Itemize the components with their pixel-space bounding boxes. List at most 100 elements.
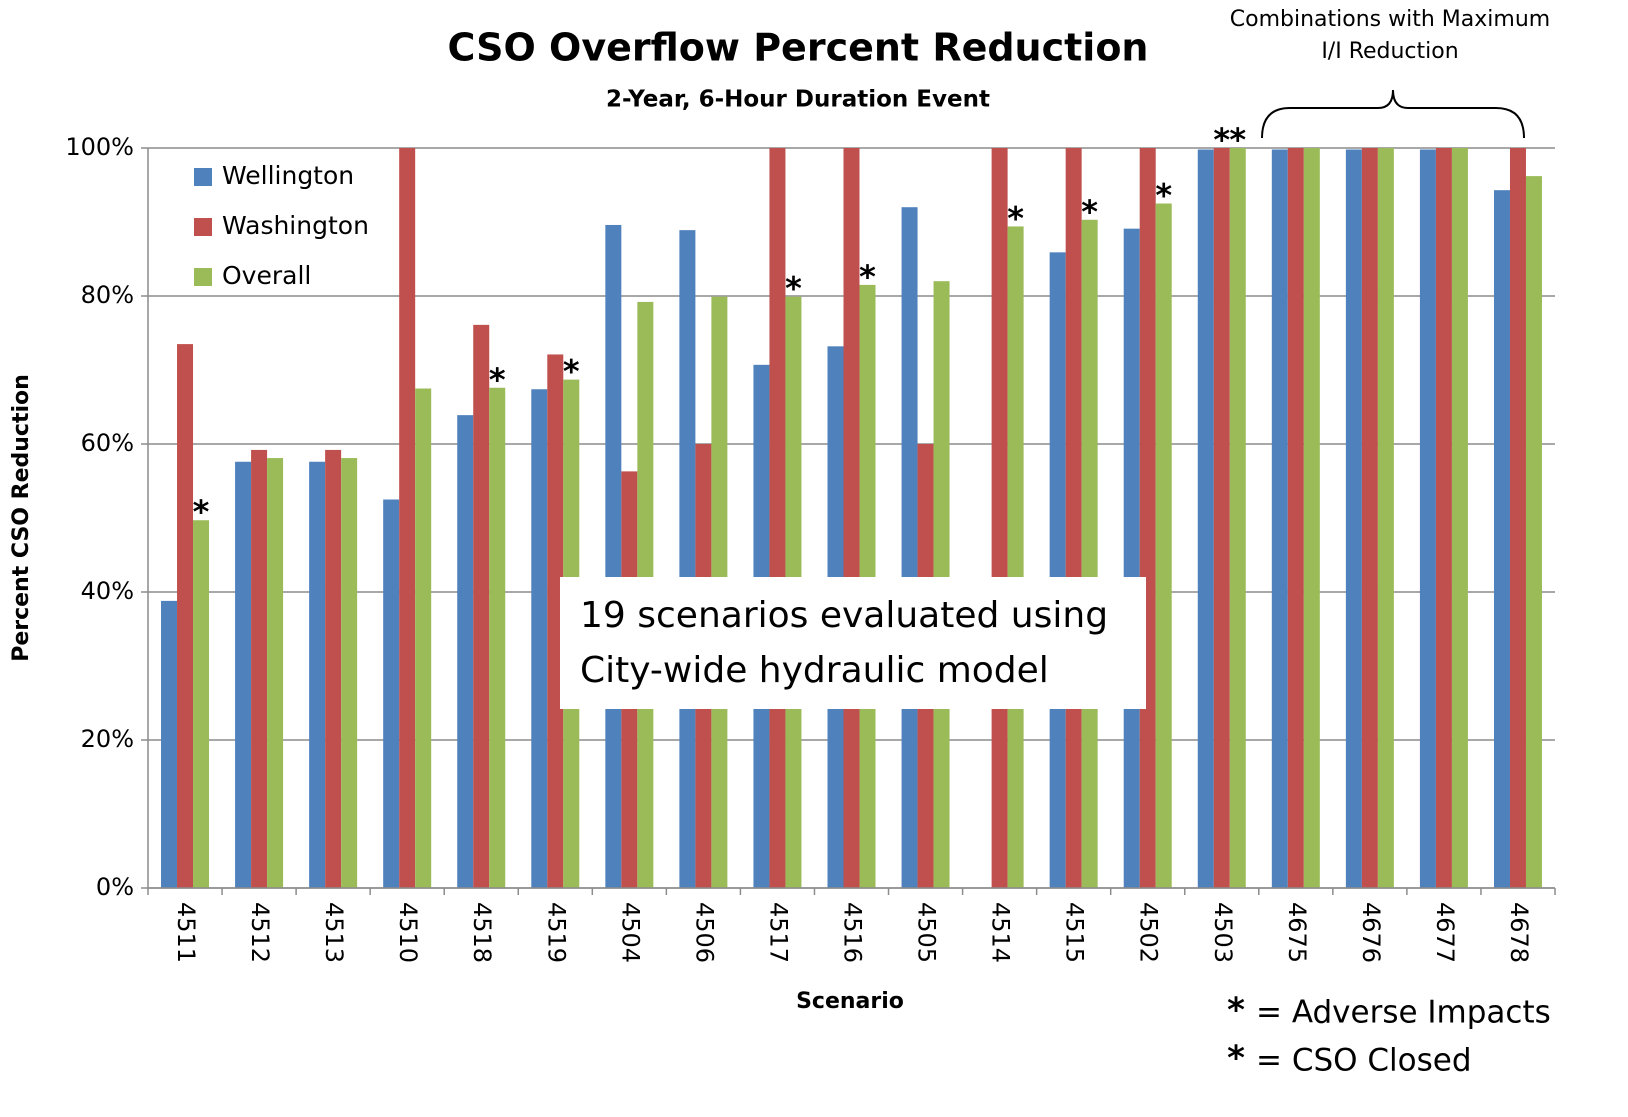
bar <box>1361 148 1378 888</box>
bar <box>1213 148 1230 888</box>
bar <box>473 324 490 888</box>
bracket-label: Combinations with Maximum <box>1230 7 1550 32</box>
bar <box>267 458 284 888</box>
note-asterisk: * <box>1081 193 1098 231</box>
bar <box>991 148 1008 888</box>
bar <box>1287 148 1304 888</box>
x-tick-label: 4519 <box>542 902 570 963</box>
note-asterisk: * <box>1229 121 1246 159</box>
x-tick-label: 4510 <box>394 902 422 963</box>
legend-swatch <box>194 218 212 236</box>
x-tick-label: 4517 <box>764 902 792 963</box>
note-asterisk: * <box>489 361 506 399</box>
x-tick-label: 4505 <box>913 902 941 963</box>
note-label: = CSO Closed <box>1256 1043 1472 1079</box>
bar <box>1197 149 1214 889</box>
note-asterisk: * <box>193 493 210 531</box>
bar <box>489 387 506 888</box>
x-tick-label: 4512 <box>246 902 274 963</box>
note-asterisk: * <box>785 270 802 308</box>
bar <box>1007 226 1024 888</box>
bar <box>1081 219 1098 888</box>
y-tick-label: 100% <box>65 133 134 161</box>
bar <box>177 344 194 889</box>
legend-label: Washington <box>222 211 369 240</box>
bar <box>1345 149 1362 889</box>
x-tick-label: 4513 <box>320 902 348 963</box>
x-tick-label: 4678 <box>1505 902 1533 963</box>
note-asterisk: * <box>859 258 876 296</box>
bar <box>1303 148 1320 888</box>
note-asterisk: * <box>1155 177 1172 215</box>
bar <box>1271 149 1288 889</box>
bar <box>1155 203 1172 888</box>
bar <box>547 354 564 889</box>
bar <box>415 388 432 888</box>
note-asterisk: * <box>1007 199 1024 237</box>
bar <box>325 449 342 888</box>
legend-label: Wellington <box>222 161 354 190</box>
text-box-line: City-wide hydraulic model <box>580 650 1049 691</box>
note-asterisk: * <box>1213 121 1230 159</box>
bar <box>901 207 918 888</box>
bar <box>235 461 252 888</box>
bar <box>1123 228 1140 888</box>
x-tick-label: 4514 <box>987 902 1015 963</box>
bar <box>1229 148 1246 888</box>
y-tick-label: 40% <box>81 577 134 605</box>
note-label: = Adverse Impacts <box>1256 995 1551 1031</box>
x-axis-label: Scenario <box>796 989 904 1014</box>
y-tick-label: 20% <box>81 725 134 753</box>
bar <box>383 499 400 888</box>
note-symbol: * <box>1227 1039 1245 1079</box>
bar <box>457 415 474 888</box>
bracket <box>1261 89 1525 139</box>
bar <box>251 449 268 888</box>
bar <box>1493 190 1510 888</box>
bar <box>1377 148 1394 888</box>
bar <box>161 600 178 888</box>
x-tick-label: 4677 <box>1431 902 1459 963</box>
bar <box>769 148 786 888</box>
bar <box>1139 148 1156 888</box>
bar <box>341 458 358 888</box>
bracket-label: I/I Reduction <box>1321 39 1458 64</box>
x-tick-label: 4511 <box>172 902 200 963</box>
bar <box>843 148 860 888</box>
bar <box>1435 148 1452 888</box>
bar <box>1065 148 1082 888</box>
bar <box>1419 149 1436 889</box>
text-box-line: 19 scenarios evaluated using <box>580 595 1108 636</box>
bar <box>309 461 326 888</box>
bar <box>605 224 622 888</box>
x-tick-label: 4503 <box>1209 902 1237 963</box>
x-tick-label: 4515 <box>1061 902 1089 963</box>
chart-subtitle: 2-Year, 6-Hour Duration Event <box>606 87 990 113</box>
note-asterisk: * <box>563 353 580 391</box>
x-tick-label: 4502 <box>1135 902 1163 963</box>
x-tick-label: 4506 <box>690 902 718 963</box>
legend-swatch <box>194 268 212 286</box>
legend-label: Overall <box>222 261 311 290</box>
x-tick-label: 4518 <box>468 902 496 963</box>
bar <box>1451 148 1468 888</box>
bar <box>679 230 696 888</box>
y-tick-label: 80% <box>81 281 134 309</box>
bar <box>1049 252 1066 889</box>
bar <box>1509 148 1526 888</box>
text-box <box>560 577 1146 709</box>
x-tick-label: 4676 <box>1357 902 1385 963</box>
x-tick-label: 4504 <box>616 902 644 963</box>
bar <box>399 148 416 888</box>
x-tick-label: 4675 <box>1283 902 1311 963</box>
chart-title: CSO Overflow Percent Reduction <box>448 26 1149 70</box>
bar <box>531 389 548 888</box>
bar <box>193 520 210 888</box>
y-tick-label: 60% <box>81 429 134 457</box>
x-tick-label: 4516 <box>839 902 867 963</box>
bar <box>1525 176 1542 888</box>
legend-swatch <box>194 168 212 186</box>
y-axis-label: Percent CSO Reduction <box>9 374 34 662</box>
note-symbol: * <box>1227 991 1245 1031</box>
